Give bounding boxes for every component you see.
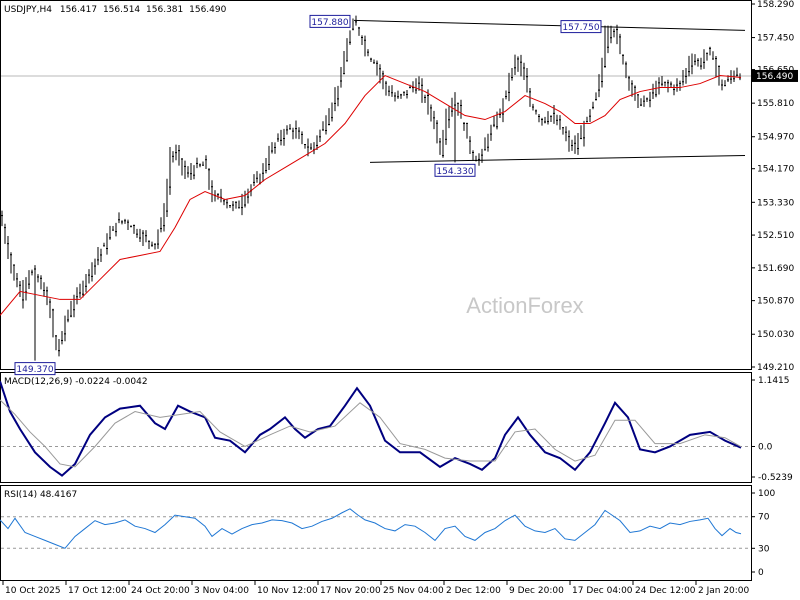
price-annotation-label: 157.880	[311, 18, 348, 28]
price-axis-label: 154.970	[757, 133, 794, 143]
time-axis-label: 17 Oct 12:00	[68, 586, 127, 596]
current-price-label: 156.490	[756, 72, 793, 82]
lower-trendline	[369, 155, 746, 163]
price-axis-label: 157.450	[757, 34, 794, 44]
price-axis-label: 153.330	[757, 198, 794, 208]
price-axis-label: 151.690	[757, 264, 794, 274]
price-axis-label: 155.810	[757, 99, 794, 109]
price-axis-label: 150.030	[757, 330, 794, 340]
macd-panel-frame	[0, 372, 752, 483]
price-axis-label: 158.290	[757, 0, 794, 10]
price-panel-frame	[0, 0, 752, 370]
rsi-series-line	[0, 508, 742, 549]
time-axis-label: 25 Nov 04:00	[383, 586, 444, 596]
price-axis-label: 154.170	[757, 165, 794, 175]
symbol-timeframe: USDJPY,H4	[4, 5, 52, 15]
price-axis-label: 149.210	[757, 363, 794, 373]
price-annotation-box	[309, 14, 351, 28]
time-axis-label: 2 Jan 20:00	[698, 586, 750, 596]
macd-series-macd	[0, 380, 742, 477]
price-chart-title: USDJPY,H4 156.417 156.514 156.381 156.49…	[4, 5, 227, 15]
watermark-text: ActionForex	[466, 293, 583, 318]
macd-axis-label: 0.0	[758, 442, 773, 452]
price-annotation-label: 149.370	[16, 365, 53, 375]
upper-trendline	[353, 19, 746, 31]
price-annotation-box	[560, 20, 602, 34]
moving-average-line	[0, 74, 742, 316]
rsi-axis-label: 30	[758, 544, 770, 554]
time-axis-label: 24 Oct 20:00	[131, 586, 190, 596]
current-price-marker	[752, 69, 798, 82]
rsi-title: RSI(14) 48.4167	[4, 490, 77, 500]
macd-series-layer	[0, 380, 751, 477]
time-axis-label: 9 Dec 20:00	[509, 586, 564, 596]
time-axis-label: 2 Dec 12:00	[446, 586, 501, 596]
price-axis-label: 152.510	[757, 231, 794, 241]
rsi-axis-label: 70	[758, 513, 770, 523]
rsi-axis-label: 0	[758, 568, 764, 578]
price-annotation-label: 157.750	[562, 23, 599, 33]
macd-axis-label: -0.5239	[758, 473, 793, 483]
ohlc-low: 156.381	[146, 5, 183, 15]
price-annotation-box	[434, 163, 476, 177]
time-axis-label: 10 Oct 2025	[5, 586, 61, 596]
time-axis-label: 17 Dec 04:00	[572, 586, 633, 596]
macd-series-signal	[0, 399, 742, 468]
rsi-axis-label: 100	[758, 489, 775, 499]
time-axis-label: 24 Dec 12:00	[635, 586, 696, 596]
price-axis-label: 150.870	[757, 297, 794, 307]
ohlc-high: 156.514	[103, 5, 140, 15]
time-axis-label: 17 Nov 20:00	[320, 586, 381, 596]
time-axis-label: 10 Nov 12:00	[257, 586, 318, 596]
price-annotation-box	[14, 362, 56, 376]
ohlc-open: 156.417	[60, 5, 97, 15]
ohlc-close: 156.490	[189, 5, 226, 15]
time-axis-label: 3 Nov 04:00	[194, 586, 249, 596]
macd-axis-label: 1.1415	[758, 376, 790, 386]
rsi-panel-frame	[0, 485, 752, 581]
macd-title: MACD(12,26,9) -0.0224 -0.0042	[4, 377, 148, 387]
price-annotation-label: 154.330	[436, 167, 473, 177]
rsi-series-layer	[0, 508, 751, 549]
price-series-layer: 157.880 157.750 154.330 149.370	[0, 14, 751, 376]
